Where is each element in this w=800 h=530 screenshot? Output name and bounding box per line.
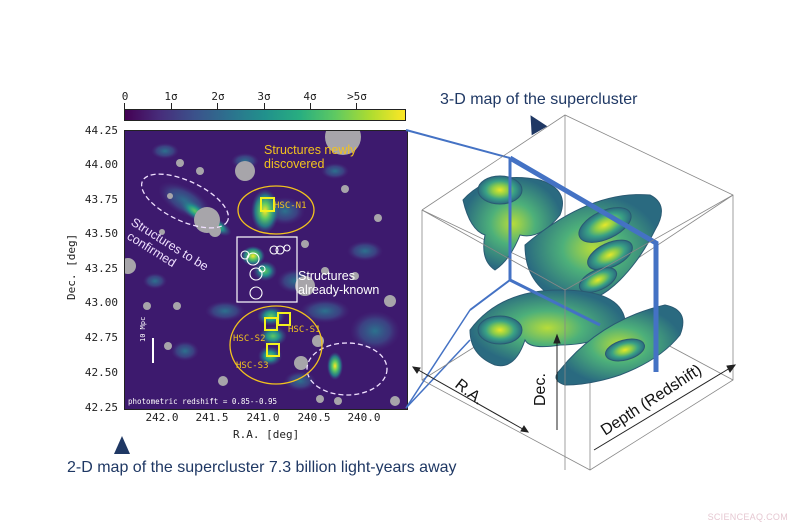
map-2d-plot [124,130,408,410]
to-be-confirmed-ellipse-north [140,173,230,229]
hsc-n1-box [260,197,275,212]
xtick: 242.0 [145,411,179,424]
label-hsc-s2: HSC-S2 [233,334,266,344]
newly-discovered-ellipse-north [237,185,315,235]
label-hsc-s3: HSC-S3 [236,361,269,371]
ytick: 43.00 [84,296,118,309]
pointer-triangle-2d-icon [114,436,130,454]
already-known-box [236,236,298,303]
xtick: 240.5 [297,411,331,424]
scale-bar [152,338,154,363]
annotation-already-known: Structures already-known [298,269,380,297]
colorbar [124,109,406,121]
xtick: 241.0 [246,411,280,424]
colorbar-tick-3: 3σ [257,90,271,103]
ytick: 43.75 [84,193,118,206]
x-axis-label: R.A. [deg] [233,428,300,441]
hsc-s3-box [266,343,280,357]
density-map [125,131,400,406]
ytick: 44.25 [84,124,118,137]
map-3d-title: 3-D map of the supercluster [440,91,638,108]
ytick: 42.25 [84,401,118,414]
redshift-label: photometric redshift = 0.85--0.95 [128,397,278,406]
ytick: 43.50 [84,227,118,240]
newly-discovered-ellipse-south [229,305,323,385]
ytick: 42.50 [84,366,118,379]
colorbar-tick-1: 1σ [164,90,178,103]
colorbar-ticks [124,103,406,111]
colorbar-tick-0: 0 [121,90,129,103]
annotation-newly-discovered: Structures newly discovered [264,143,357,171]
map-2d-caption: 2-D map of the supercluster 7.3 billion … [67,459,457,476]
watermark: SCIENCEAQ.COM [707,512,788,522]
colorbar-tick-2: 2σ [211,90,225,103]
ytick: 43.25 [84,262,118,275]
to-be-confirmed-ellipse-south [306,342,388,396]
colorbar-tick-4: 4σ [303,90,317,103]
axis-label-dec: Dec. [532,373,549,406]
hsc-s1-box [277,312,291,326]
label-hsc-n1: HSC-N1 [274,201,307,211]
ytick: 42.75 [84,331,118,344]
xtick: 241.5 [195,411,229,424]
label-hsc-s1: HSC-S1 [288,325,321,335]
colorbar-tick-5: >5σ [347,90,367,103]
xtick: 240.0 [347,411,381,424]
ytick: 44.00 [84,158,118,171]
